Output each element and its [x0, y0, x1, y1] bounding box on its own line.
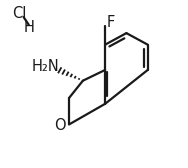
- Text: H: H: [23, 20, 34, 35]
- Text: Cl: Cl: [12, 6, 26, 21]
- Text: H₂N: H₂N: [32, 59, 60, 74]
- Text: O: O: [54, 118, 66, 133]
- Text: F: F: [106, 15, 114, 30]
